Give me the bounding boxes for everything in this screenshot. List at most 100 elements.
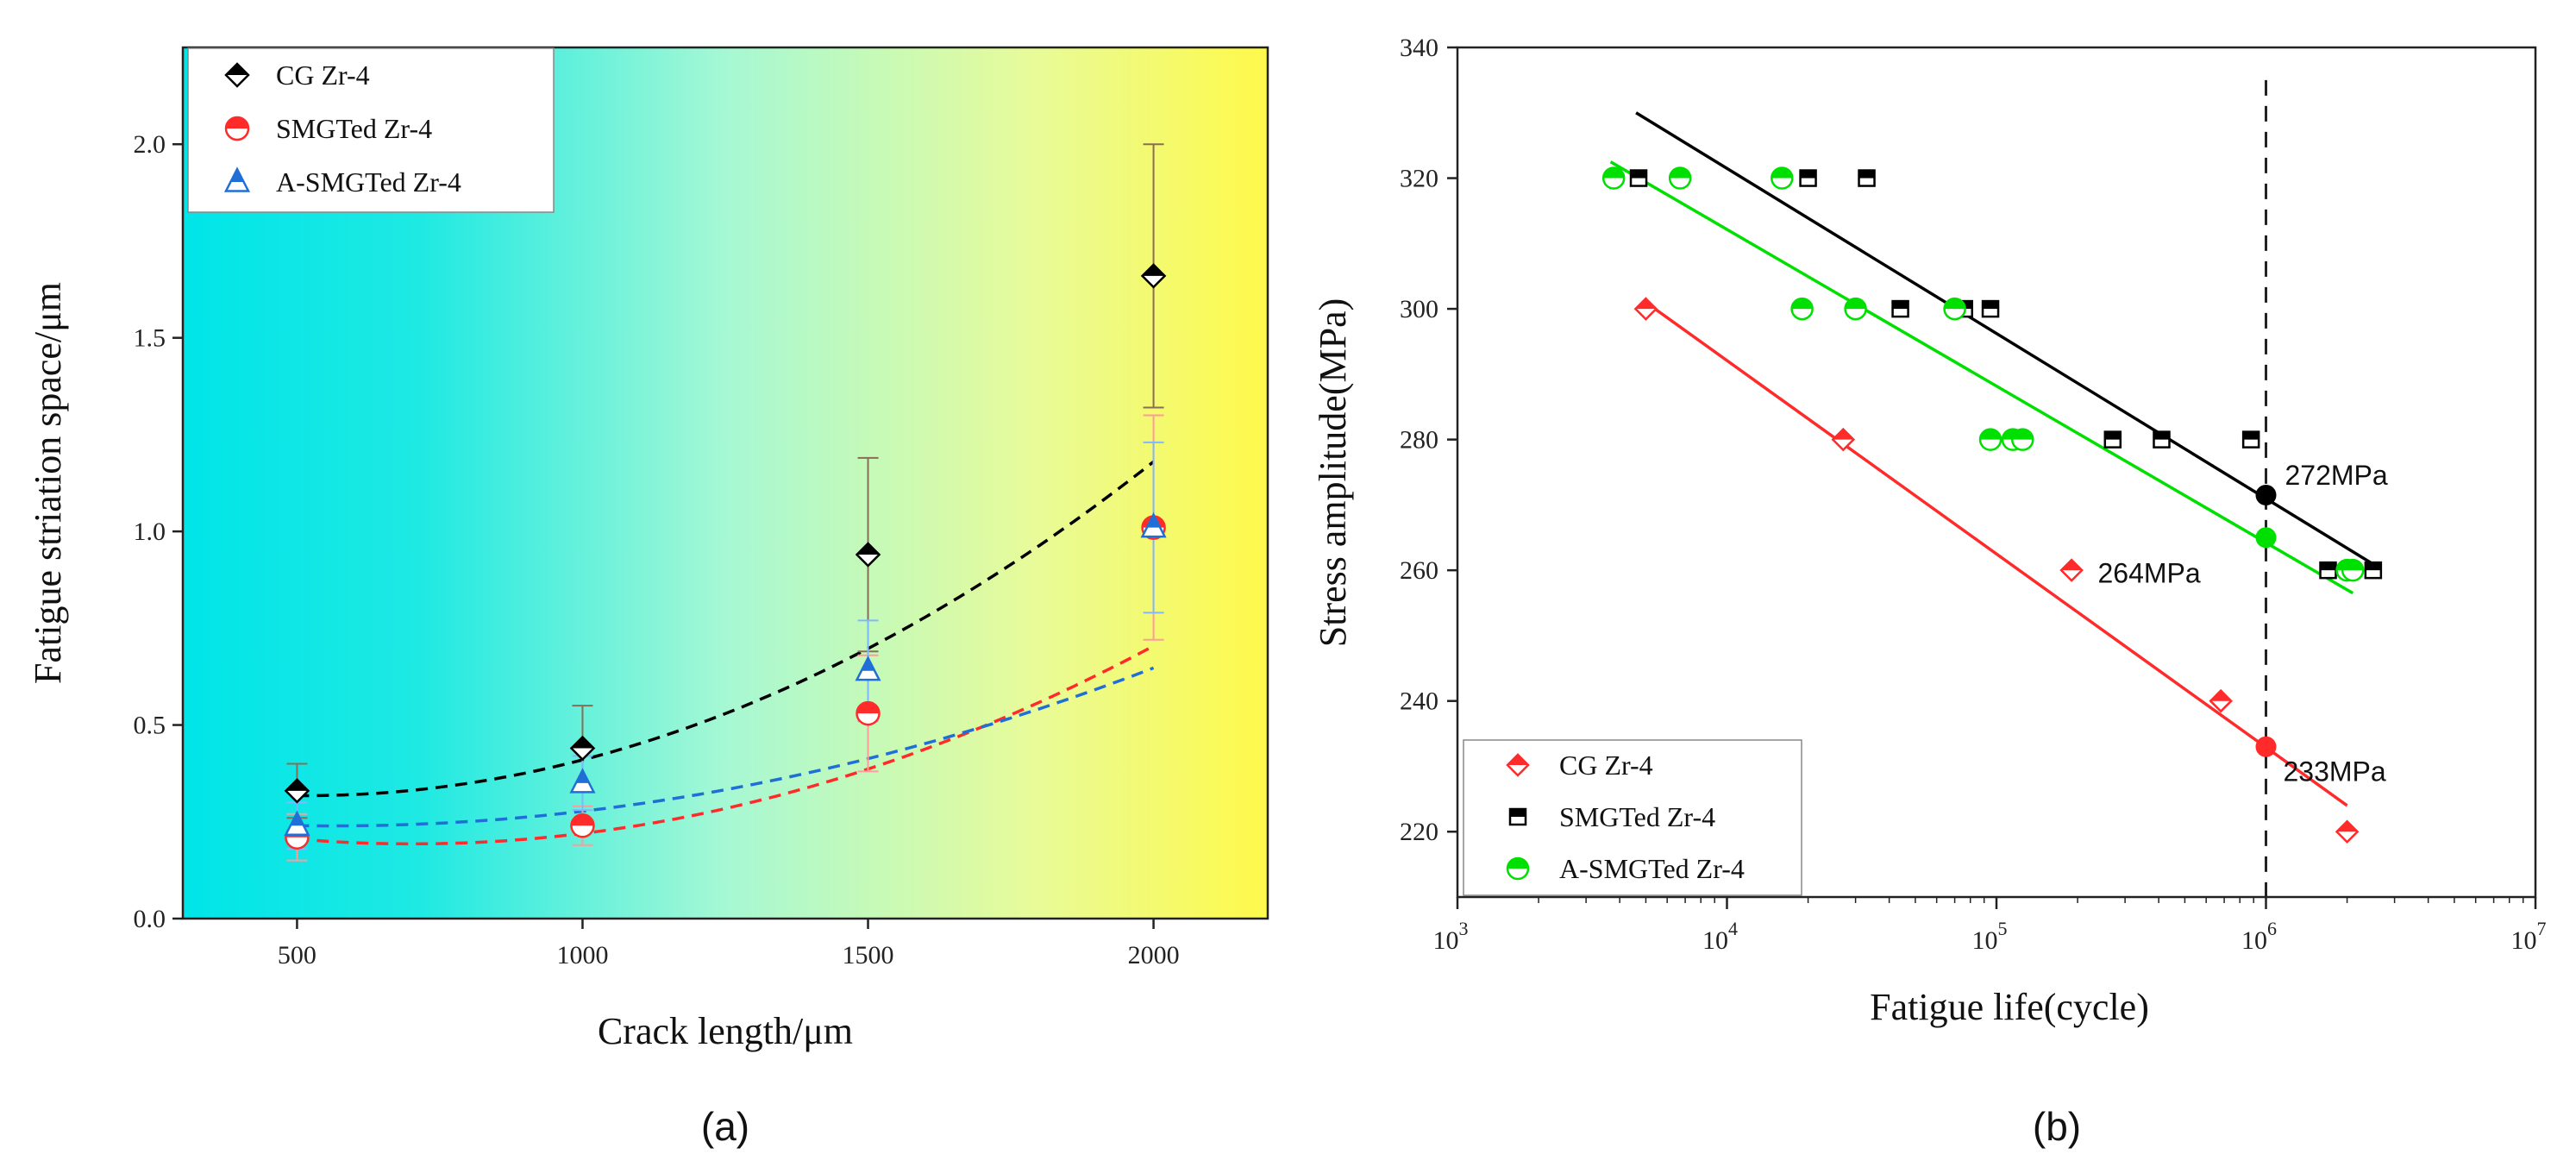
panel-b-y-tick-label: 260 (1400, 556, 1438, 585)
data-point-smgted-zr-4 (2319, 561, 2337, 580)
panel-a-x-axis: 500 1000 1500 2000 (278, 919, 1180, 969)
panel-b-y-tick-label: 300 (1400, 295, 1438, 323)
data-point-smgted-zr-4 (1981, 299, 2000, 318)
panel-a-y-axis: 0.0 0.5 1.0 1.5 2.0 (134, 130, 183, 933)
panel-a-y-tick-label: 1.5 (134, 324, 166, 353)
data-point-smgted-zr-4 (1629, 169, 1648, 187)
panel-b-x-tick-label: 107 (2511, 918, 2547, 955)
panel-a-y-axis-label: Fatigue striation space/μm (27, 282, 69, 684)
data-point-cg-zr-4 (855, 542, 881, 568)
data-point-smgted-zr-4 (1858, 169, 1876, 187)
panel-b-x-tick-label: 104 (1702, 918, 1738, 955)
panel-b-y-axis: 220 240 260 280 300 320 340 (1400, 34, 1457, 846)
data-point-smgted-zr-4 (2153, 430, 2171, 449)
panel-a-y-tick-label: 0.5 (134, 712, 166, 740)
data-point-a-smgted-zr-4 (1601, 166, 1626, 190)
fit-line-cg-zr-4 (1645, 301, 2348, 807)
panel-b-y-axis-label: Stress amplitude(MPa) (1312, 298, 1354, 648)
data-point-a-smgted-zr-4 (1844, 297, 1867, 321)
data-point-smgted-zr-4 (2103, 430, 2122, 449)
data-point-smgted-zr-4 (2241, 430, 2260, 449)
panel-b-legend: CG Zr-4 SMGTed Zr-4 A-SMGTed Zr-4 (1463, 739, 1802, 896)
data-point-smgted-zr-4 (570, 813, 595, 838)
legend-label-a-smgted-b: A-SMGTed Zr-4 (1559, 853, 1745, 884)
panel-b-fit-lines (1609, 111, 2379, 807)
panel-a: 0.0 0.5 1.0 1.5 2.0 500 1000 1500 2000 CG Zr-4 … (27, 46, 1269, 1149)
legend-marker-shape (1508, 807, 1527, 826)
fit-line-a-smgted-zr-4 (1609, 160, 2354, 595)
panel-b-y-tick-label: 320 (1400, 165, 1438, 193)
panel-a-y-tick-label: 1.0 (134, 518, 166, 546)
panel-a-x-tick-label: 2000 (1128, 941, 1180, 969)
panel-b: 220 240 260 280 300 320 340 103 104 105 106 107 23… (1312, 34, 2547, 1149)
panel-a-fit-curves (297, 460, 1155, 846)
legend-marker-a-smgted-b (1506, 856, 1530, 881)
data-point-a-smgted-zr-4 (855, 656, 881, 681)
legend-marker-shape (224, 62, 250, 88)
panel-a-frame (181, 46, 1269, 920)
legend-marker-cg-b (1506, 753, 1530, 777)
panel-a-x-tick-label: 500 (278, 941, 317, 969)
intercept-point-cg-zr-4 (2255, 736, 2277, 757)
legend-label-smgted-b: SMGTed Zr-4 (1559, 801, 1715, 832)
data-point-a-smgted-zr-4 (1978, 428, 2003, 451)
panel-a-x-tick-label: 1500 (843, 941, 894, 969)
panel-a-data-points (284, 263, 1167, 850)
legend-label-a-smgted: A-SMGTed Zr-4 (276, 166, 461, 198)
panel-b-x-axis-label: Fatigue life(cycle) (1870, 986, 2149, 1028)
legend-marker-shape (224, 116, 250, 141)
legend-marker-shape (223, 166, 251, 192)
panel-b-y-tick-label: 340 (1400, 34, 1438, 62)
legend-marker-cg (224, 62, 250, 88)
fit-curve-smgted-zr-4 (297, 644, 1155, 846)
legend-marker-shape (1506, 753, 1530, 777)
fit-line-smgted-zr-4 (1635, 111, 2379, 568)
intercept-label-smgted-zr-4: 272MPa (2285, 460, 2388, 491)
fit-curve-cg-zr-4 (297, 460, 1155, 798)
data-point-a-smgted-zr-4 (1943, 297, 1966, 321)
data-point-cg-zr-4 (1140, 263, 1167, 289)
legend-marker-a-smgted (223, 166, 251, 192)
panel-b-y-tick-label: 240 (1400, 687, 1438, 716)
legend-label-smgted: SMGTed Zr-4 (276, 113, 432, 144)
data-point-a-smgted-zr-4 (569, 768, 596, 794)
fit-curve-a-smgted-zr-4 (297, 666, 1155, 828)
panel-a-y-tick-label: 2.0 (134, 130, 166, 159)
intercept-label-a-smgted-zr-4: 264MPa (2098, 557, 2201, 588)
data-point-a-smgted-zr-4 (1140, 511, 1167, 538)
data-point-cg-zr-4 (569, 735, 596, 762)
panel-a-x-axis-label: Crack length/μm (598, 1010, 853, 1052)
data-point-a-smgted-zr-4 (2011, 428, 2034, 451)
data-point-cg-zr-4 (2059, 558, 2084, 582)
panel-a-legend: CG Zr-4 SMGTed Zr-4 A-SMGTed Zr-4 (187, 47, 555, 213)
data-point-a-smgted-zr-4 (1668, 166, 1692, 190)
panel-b-frame (1456, 46, 2537, 899)
panel-a-y-tick-label: 0.0 (134, 905, 166, 933)
data-point-cg-zr-4 (1633, 297, 1658, 321)
data-point-smgted-zr-4 (1799, 169, 1817, 187)
panel-b-caption: (b) (2033, 1104, 2081, 1149)
panel-b-data-points (1601, 166, 2383, 844)
panel-b-y-tick-label: 280 (1400, 426, 1438, 455)
data-point-cg-zr-4 (2209, 688, 2233, 713)
legend-label-cg: CG Zr-4 (276, 60, 370, 91)
legend-marker-shape (1506, 856, 1530, 881)
legend-marker-smgted-b (1508, 807, 1527, 826)
legend-label-cg-b: CG Zr-4 (1559, 750, 1653, 781)
data-point-smgted-zr-4 (1891, 299, 1909, 318)
data-point-a-smgted-zr-4 (284, 810, 310, 836)
panel-a-caption: (a) (701, 1104, 749, 1149)
intercept-label-cg-zr-4: 233MPa (2284, 756, 2386, 787)
panel-b-y-tick-label: 220 (1400, 818, 1438, 846)
intercept-point-a-smgted-zr-4 (2255, 527, 2277, 549)
data-point-a-smgted-zr-4 (1790, 297, 1814, 321)
panel-b-x-tick-label: 105 (1972, 918, 2008, 955)
panel-b-x-axis: 103 104 105 106 107 (1433, 897, 2547, 955)
panel-b-x-tick-label: 106 (2241, 918, 2277, 955)
intercept-point-smgted-zr-4 (2255, 485, 2277, 506)
data-point-cg-zr-4 (1831, 427, 1856, 452)
data-point-a-smgted-zr-4 (2341, 558, 2365, 582)
panel-a-x-tick-label: 1000 (556, 941, 608, 969)
data-point-cg-zr-4 (2335, 819, 2360, 844)
